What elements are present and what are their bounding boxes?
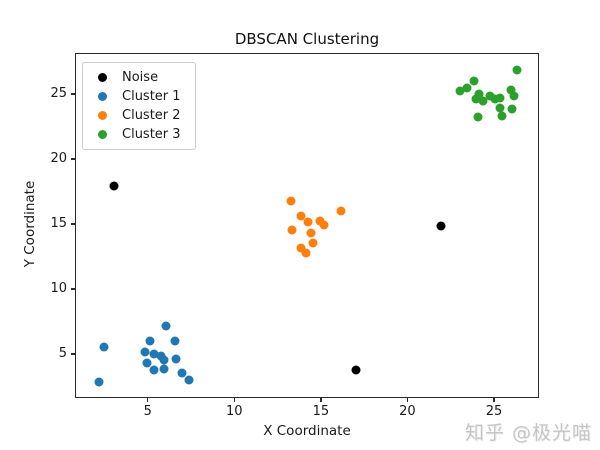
- y-tick-mark: [71, 288, 75, 290]
- scatter-point-cluster-2: [301, 248, 311, 258]
- watermark: 知乎 @极光喵: [464, 422, 592, 444]
- legend-label: Cluster 2: [122, 108, 181, 123]
- scatter-point-cluster-3: [455, 86, 465, 96]
- scatter-point-cluster-3: [512, 65, 522, 75]
- legend-label: Cluster 3: [122, 127, 181, 142]
- scatter-point-cluster-2: [296, 211, 306, 221]
- scatter-point-cluster-1: [170, 336, 180, 346]
- scatter-point-cluster-2: [336, 206, 346, 216]
- scatter-point-cluster-1: [149, 349, 159, 359]
- x-tick-mark: [406, 398, 409, 402]
- scatter-point-cluster-3: [462, 83, 472, 93]
- scatter-point-cluster-1: [159, 364, 169, 374]
- legend-label: Cluster 1: [122, 89, 181, 104]
- scatter-point-cluster-2: [308, 238, 318, 248]
- scatter-point-cluster-3: [495, 103, 505, 113]
- x-tick-label: 20: [399, 404, 416, 419]
- x-tick-mark: [320, 398, 322, 402]
- scatter-point-noise: [109, 181, 119, 191]
- y-tick-mark: [71, 93, 75, 95]
- scatter-point-cluster-2: [286, 196, 296, 206]
- legend-label: Noise: [122, 70, 159, 85]
- cluster-3-marker-icon: [98, 130, 107, 139]
- scatter-point-noise: [351, 365, 361, 375]
- x-tick-label: 25: [485, 404, 503, 419]
- y-tick-label: 15: [50, 215, 67, 231]
- scatter-point-cluster-1: [145, 336, 155, 346]
- cluster-2-marker-icon: [98, 111, 107, 120]
- scatter-point-cluster-3: [469, 76, 479, 86]
- scatter-point-cluster-3: [485, 91, 495, 101]
- scatter-point-cluster-2: [296, 243, 306, 253]
- scatter-point-cluster-1: [184, 375, 194, 384]
- scatter-point-cluster-2: [287, 225, 297, 235]
- y-tick-mark: [71, 158, 75, 160]
- scatter-point-cluster-1: [94, 377, 103, 387]
- scatter-point-cluster-3: [506, 85, 516, 95]
- scatter-point-cluster-1: [159, 355, 169, 365]
- scatter-point-cluster-1: [140, 347, 150, 357]
- scatter-point-cluster-3: [497, 111, 507, 121]
- x-tick-label: 15: [312, 404, 330, 419]
- legend-item-cluster-3: Cluster 3: [92, 125, 181, 144]
- scatter-point-cluster-2: [319, 220, 329, 230]
- legend-item-noise: Noise: [92, 68, 181, 87]
- scatter-point-noise: [436, 221, 446, 231]
- x-tick-label: 10: [226, 404, 243, 419]
- legend-item-cluster-1: Cluster 1: [92, 87, 181, 106]
- scatter-point-cluster-3: [474, 89, 484, 99]
- noise-marker-icon: [98, 73, 107, 82]
- legend: Noise Cluster 1 Cluster 2 Cluster 3: [82, 62, 196, 150]
- scatter-point-cluster-3: [478, 96, 488, 106]
- scatter-point-cluster-2: [303, 217, 313, 227]
- x-tick-mark: [146, 398, 149, 402]
- plot-area: Noise Cluster 1 Cluster 2 Cluster 3: [75, 53, 539, 398]
- scatter-point-cluster-1: [177, 368, 187, 378]
- scatter-point-cluster-1: [171, 354, 181, 364]
- y-tick-label: 20: [50, 150, 67, 166]
- scatter-point-cluster-1: [149, 365, 159, 375]
- legend-item-cluster-2: Cluster 2: [92, 106, 181, 125]
- scatter-point-cluster-3: [490, 94, 500, 104]
- y-tick-mark: [71, 353, 75, 355]
- scatter-point-cluster-1: [161, 321, 171, 331]
- x-tick-mark: [493, 398, 495, 402]
- scatter-point-cluster-1: [142, 358, 152, 368]
- scatter-point-cluster-3: [509, 91, 519, 101]
- scatter-point-cluster-3: [471, 94, 481, 104]
- chart-title: DBSCAN Clustering: [234, 30, 380, 48]
- y-tick-label: 10: [50, 280, 67, 296]
- x-axis-label: X Coordinate: [263, 423, 351, 439]
- y-tick-label: 25: [50, 85, 67, 101]
- scatter-point-cluster-1: [99, 342, 109, 352]
- scatter-point-cluster-3: [473, 112, 483, 122]
- y-tick-mark: [71, 223, 75, 225]
- scatter-point-cluster-2: [306, 228, 316, 238]
- cluster-1-marker-icon: [98, 92, 107, 101]
- scatter-point-cluster-3: [507, 104, 517, 114]
- x-tick-mark: [233, 398, 236, 402]
- x-tick-label: 5: [143, 404, 152, 419]
- y-tick-label: 5: [58, 345, 67, 361]
- scatter-point-cluster-3: [495, 93, 505, 103]
